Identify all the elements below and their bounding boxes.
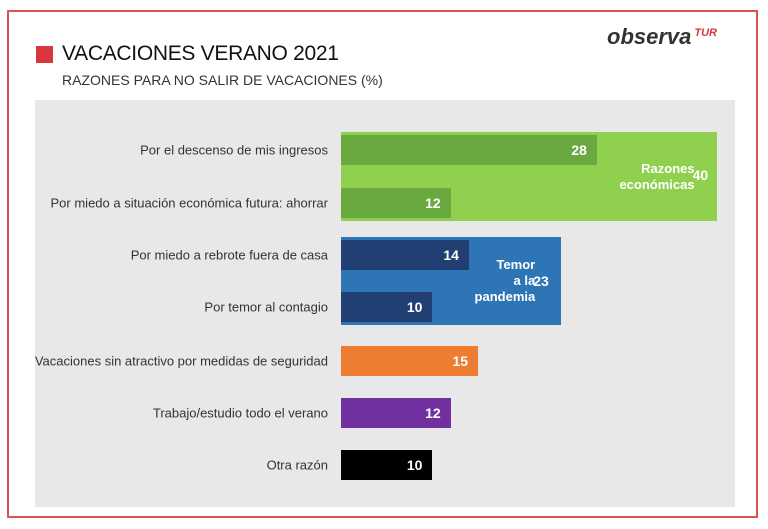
chart-subtitle: RAZONES PARA NO SALIR DE VACACIONES (%) (62, 72, 383, 88)
category-label: Otra razón (266, 457, 328, 473)
bar-value-label: 12 (425, 195, 441, 211)
title-marker (36, 46, 53, 63)
bar-value-label: 15 (452, 353, 469, 369)
group-value: 40 (692, 166, 709, 183)
bar-value-label: 12 (425, 405, 441, 421)
bar-value-label: 10 (406, 457, 423, 473)
category-label: Por miedo a rebrote fuera de casa (130, 247, 328, 263)
group-label-line: Razones (641, 160, 695, 176)
frame-border (7, 10, 758, 518)
bar: 14 (341, 240, 469, 270)
bar: 12 (341, 398, 451, 428)
bar-value-label: 14 (443, 247, 459, 263)
category-label: Por el descenso de mis ingresos (140, 142, 328, 158)
group-label-line: a la (513, 273, 536, 288)
bar-value-label: 28 (571, 142, 587, 158)
group-label-line: pandemia (474, 289, 536, 304)
category-label: Por temor al contagio (204, 299, 328, 315)
group-label: Razones económicas (619, 161, 694, 193)
observatur-logo: observa TUR (607, 24, 717, 50)
group-label: Temor a la pandemia (475, 257, 536, 305)
bar: 10 (341, 292, 433, 322)
bar: 10 (341, 450, 433, 480)
category-label: Trabajo/estudio todo el verano (152, 405, 328, 421)
bar-value-label: 10 (406, 299, 423, 315)
group-label-line: económicas (619, 176, 695, 192)
logo-main: observa (607, 24, 692, 49)
category-label: Por miedo a situación económica futura: … (50, 195, 328, 211)
group-label-line: Temor (496, 257, 536, 272)
group-value: 23 (533, 273, 549, 289)
chart-title: VACACIONES VERANO 2021 (62, 42, 339, 65)
bar: 15 (341, 346, 479, 376)
logo-sup: TUR (694, 26, 717, 39)
bar: 28 (341, 135, 597, 165)
category-label: Vacaciones sin atractivo por medidas de … (34, 353, 328, 369)
bar: 12 (341, 188, 451, 218)
